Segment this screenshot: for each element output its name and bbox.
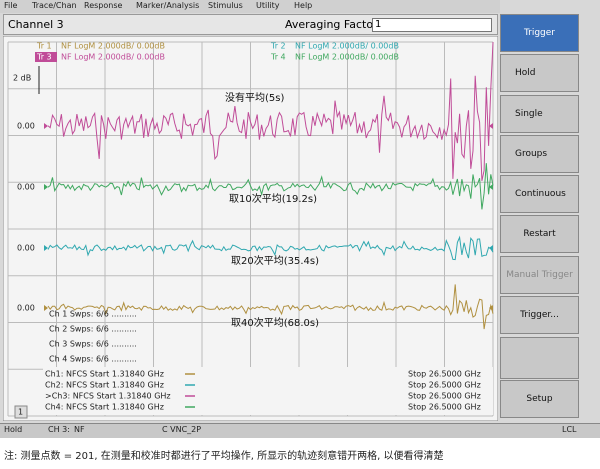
button[interactable]: Setup — [500, 380, 579, 418]
trace-setting: NF LogM 2.000dB/ 0.00dB — [61, 53, 165, 62]
sweep-info: Ch 3 Swps: 6/6 .......... — [49, 340, 137, 349]
menu-item[interactable]: Stimulus — [208, 1, 243, 10]
menu-item[interactable]: File — [4, 1, 17, 10]
button[interactable]: Trigger... — [500, 296, 579, 334]
caption: 注: 测量点数 = 201, 在测量和校准时都进行了平均操作, 所显示的轨迹刻意… — [4, 447, 443, 462]
menu-item[interactable]: Marker/Analysis — [136, 1, 199, 10]
button[interactable]: Restart — [500, 215, 579, 253]
trace-setting: NF LogM 2.000dB/ 0.00dB — [295, 53, 399, 62]
annotation: 取10次平均(19.2s) — [229, 192, 317, 205]
channel-stop: Stop 26.5000 GHz — [408, 392, 481, 401]
channel-title: Channel 3 — [8, 18, 64, 31]
annotation: 取40次平均(68.0s) — [231, 316, 319, 329]
reference-label: 0.00 — [17, 304, 35, 313]
sweep-info: Ch 2 Swps: 6/6 .......... — [49, 325, 137, 334]
reference-label: 0.00 — [17, 244, 35, 253]
channel-start: Ch2: NFCS Start 1.31840 GHz — [45, 381, 164, 390]
reference-label: 0.00 — [17, 122, 35, 131]
reference-label: 0.00 — [17, 183, 35, 192]
button-empty — [500, 337, 579, 379]
sweep-info: Ch 4 Swps: 6/6 .......... — [49, 355, 137, 364]
status-item: Hold — [4, 425, 22, 434]
plot: Tr 1 NF LogM 2.000dB/ 0.00dB Tr 2 NF LogM 2… — [3, 36, 498, 421]
menu-item[interactable]: Trace/Chan — [32, 1, 77, 10]
scale-label: 2 dB — [13, 74, 31, 83]
channel-stop: Stop 26.5000 GHz — [408, 403, 481, 412]
channel-stop: Stop 26.5000 GHz — [408, 370, 481, 379]
menu-item[interactable]: Utility — [256, 1, 280, 10]
trace-id: Tr 1 — [36, 42, 52, 51]
button[interactable]: Manual Trigger — [500, 256, 579, 294]
menu-item[interactable]: Response — [84, 1, 122, 10]
button[interactable]: Groups — [500, 135, 579, 173]
button[interactable]: Continuous — [500, 175, 579, 213]
channel-stop: Stop 26.5000 GHz — [408, 381, 481, 390]
status-item: CH 3: — [48, 425, 70, 434]
trace-id: Tr 2 — [270, 42, 286, 51]
status-item: C VNC_2P — [162, 425, 201, 434]
window-number: 1 — [18, 408, 23, 417]
trace-id: Tr 3 — [36, 53, 52, 62]
status-item: NF — [74, 425, 85, 434]
trace-id: Tr 4 — [270, 53, 286, 62]
channel-start: Ch4: NFCS Start 1.31840 GHz — [45, 403, 164, 412]
trace-setting: NF LogM 2.000dB/ 0.00dB — [61, 42, 165, 51]
button[interactable]: Hold — [500, 54, 579, 92]
button[interactable]: Trigger — [500, 14, 579, 52]
annotation: 没有平均(5s) — [225, 91, 284, 104]
menu-item[interactable]: Help — [294, 1, 312, 10]
status-item: LCL — [562, 425, 577, 434]
channel-start: >Ch3: NFCS Start 1.31840 GHz — [45, 392, 171, 401]
averaging-input[interactable]: 1 — [372, 18, 492, 32]
sweep-info: Ch 1 Swps: 6/6 .......... — [49, 310, 137, 319]
annotation: 取20次平均(35.4s) — [231, 254, 319, 267]
averaging-label: Averaging Factor — [285, 18, 378, 31]
trace-setting: NF LogM 2.000dB/ 0.00dB — [295, 42, 399, 51]
channel-start: Ch1: NFCS Start 1.31840 GHz — [45, 370, 164, 379]
button[interactable]: Single — [500, 95, 579, 133]
status-bar — [0, 423, 600, 438]
